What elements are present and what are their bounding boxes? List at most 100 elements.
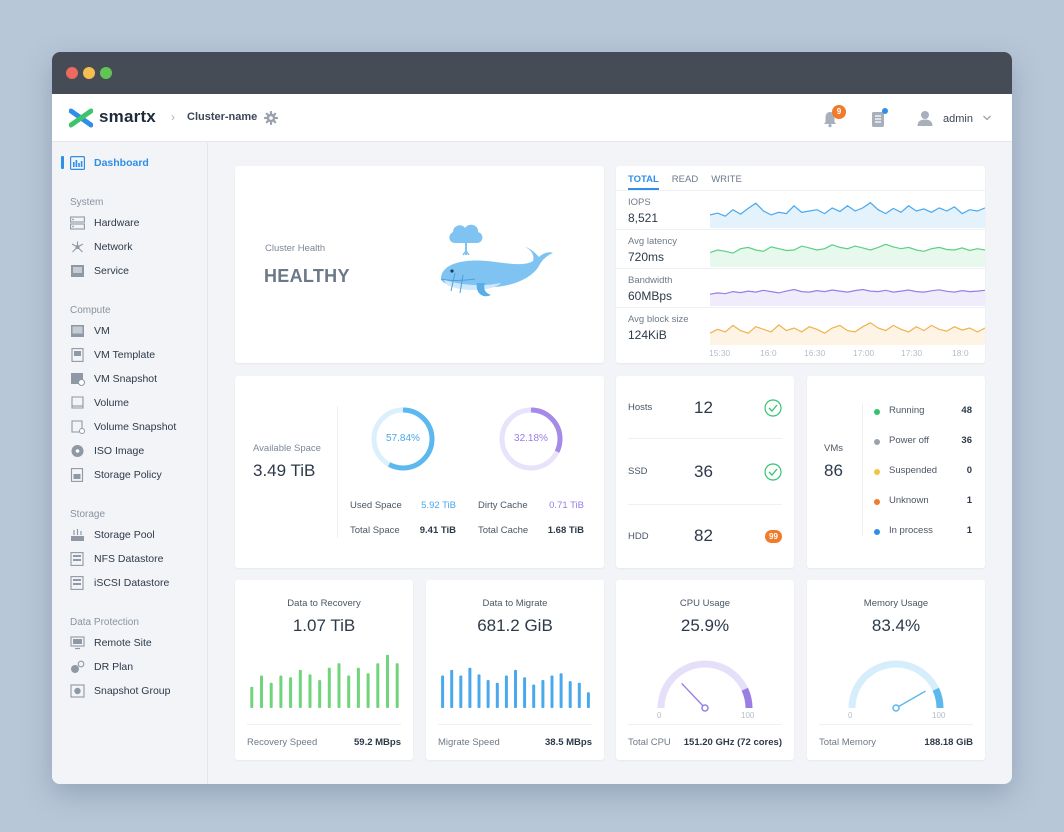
tab-total[interactable]: TOTAL [628, 174, 659, 190]
cluster-health-label: Cluster Health [265, 243, 326, 254]
metric-value: 8,521 [628, 211, 659, 225]
bar [586, 692, 590, 708]
app-window: smartx › Cluster-name 9 admin [52, 52, 1012, 784]
card-value: 25.9% [680, 616, 730, 635]
vm-state-name: In process [889, 525, 933, 536]
sidebar-item-remote-site[interactable]: Remote Site [70, 634, 152, 652]
total-cpu-label: Total CPU [628, 737, 671, 748]
task-list-icon[interactable] [869, 110, 887, 128]
sidebar-item-label: Dashboard [94, 157, 149, 169]
data-recovery-card: Data to Recovery 1.07 TiB Recovery Speed… [235, 580, 413, 760]
window-close-button[interactable] [66, 67, 78, 79]
sidebar-item-dashboard[interactable]: Dashboard [70, 154, 149, 172]
service-icon [71, 265, 84, 277]
bar [395, 663, 399, 708]
metric-row-bandwidth: Bandwidth 60MBps [616, 268, 985, 307]
sidebar-item-nfs-datastore[interactable]: NFS Datastore [70, 550, 163, 568]
user-menu-name[interactable]: admin [943, 113, 973, 125]
sidebar-item-service[interactable]: Service [70, 262, 129, 280]
gauge-needle [895, 690, 926, 709]
iscsi-datastore-icon [70, 576, 84, 590]
sidebar-item-snapshot-group[interactable]: Snapshot Group [70, 682, 170, 700]
total-cache-label: Total Cache [478, 525, 529, 536]
bar [386, 654, 389, 708]
gauge-min: 0 [848, 711, 853, 720]
user-avatar-icon[interactable] [916, 109, 934, 127]
total-memory-label: Total Memory [819, 737, 877, 748]
used-space-arc [371, 407, 435, 471]
sidebar-item-label: iSCSI Datastore [94, 577, 170, 589]
vm-state-row[interactable]: Running 48 [874, 405, 972, 419]
gauge-high-zone [932, 687, 944, 709]
sidebar-item-volume-snapshot[interactable]: Volume Snapshot [70, 418, 176, 436]
sidebar-item-label: Volume [94, 397, 130, 409]
sidebar-item-vm-template[interactable]: VM Template [70, 346, 155, 364]
sidebar-section-storage: Storage [70, 509, 106, 520]
sidebar-item-label: DR Plan [94, 661, 134, 673]
hdd-value: 82 [694, 526, 713, 545]
gauge-high-zone [741, 687, 753, 709]
window-titlebar [52, 52, 1012, 94]
window-minimize-button[interactable] [83, 67, 95, 79]
iso-image-icon [71, 445, 84, 457]
gauge-max: 100 [932, 711, 946, 720]
gear-icon[interactable] [264, 111, 278, 125]
card-title: Data to Migrate [482, 598, 548, 609]
sparkline-line [710, 243, 985, 254]
sidebar-item-label: Remote Site [94, 637, 152, 649]
sidebar-item-label: Snapshot Group [94, 685, 171, 697]
sidebar-section-system: System [70, 197, 104, 208]
gauge-needle [681, 682, 706, 709]
sidebar-item-label: Hardware [94, 217, 140, 229]
bar [468, 667, 472, 708]
bar [260, 675, 263, 708]
vm-state-row[interactable]: Suspended 0 [874, 465, 972, 479]
status-dot [874, 409, 880, 415]
sidebar-item-volume[interactable]: Volume [70, 394, 129, 412]
hosts-label: Hosts [628, 402, 653, 413]
bar [477, 674, 481, 708]
hdd-alert-badge[interactable]: 99 [765, 530, 782, 543]
remote-site-icon [70, 636, 85, 650]
vm-state-name: Running [889, 405, 925, 416]
gauge-track [657, 660, 753, 709]
sidebar-item-iso-image[interactable]: ISO Image [70, 442, 144, 460]
vm-state-row[interactable]: Unknown 1 [874, 495, 972, 509]
tab-write[interactable]: WRITE [711, 174, 742, 185]
sidebar-item-vm-snapshot[interactable]: VM Snapshot [70, 370, 157, 388]
divider [862, 404, 863, 536]
bar [250, 686, 254, 708]
vm-state-count: 48 [961, 405, 972, 416]
sidebar-item-storage-policy[interactable]: Storage Policy [70, 466, 162, 484]
ssd-label: SSD [628, 466, 648, 477]
chevron-down-icon[interactable] [982, 114, 992, 122]
cluster-health-card: Cluster Health HEALTHY [235, 166, 604, 363]
bandwidth-sparkline [710, 288, 985, 306]
sidebar-item-iscsi-datastore[interactable]: iSCSI Datastore [70, 574, 169, 592]
metric-value: 720ms [628, 250, 665, 264]
window-maximize-button[interactable] [100, 67, 112, 79]
whale-icon [440, 224, 553, 297]
gauge-pivot [892, 704, 900, 712]
divider [819, 724, 973, 725]
sidebar-item-hardware[interactable]: Hardware [70, 214, 140, 232]
divider [337, 406, 338, 538]
migrate-bar-chart [441, 667, 590, 708]
vm-state-row[interactable]: Power off 36 [874, 435, 972, 449]
vm-state-row[interactable]: In process 1 [874, 525, 972, 539]
card-value: 83.4% [871, 616, 921, 635]
status-dot [874, 439, 880, 445]
sidebar-item-storage-pool[interactable]: Storage Pool [70, 526, 155, 544]
bar [504, 675, 508, 708]
sparkline-area [710, 244, 985, 267]
tab-read[interactable]: READ [671, 174, 699, 185]
storage-space-card: Available Space 3.49 TiB 57.84% 32.18% U… [235, 376, 604, 568]
metric-name: Avg latency [628, 236, 677, 247]
sparkline-area [710, 202, 985, 228]
sidebar-item-network[interactable]: Network [70, 238, 133, 256]
sidebar-item-dr-plan[interactable]: DR Plan [70, 658, 133, 676]
sidebar-item-vm[interactable]: VM [70, 322, 110, 340]
gauge-min: 0 [657, 711, 662, 720]
cluster-name[interactable]: Cluster-name [187, 111, 258, 123]
cache-ring [499, 407, 563, 471]
